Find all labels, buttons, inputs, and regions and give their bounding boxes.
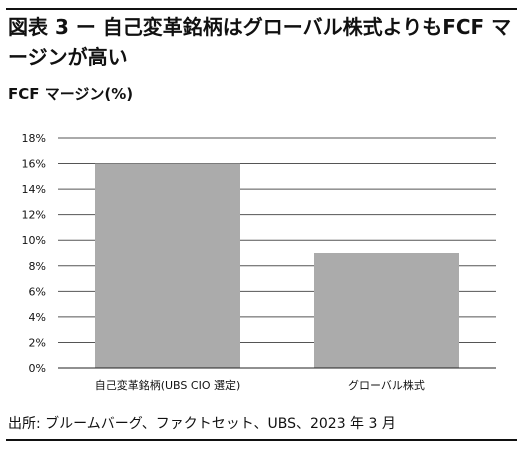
- source-rule: [6, 439, 517, 441]
- x-tick-label: グローバル株式: [348, 378, 425, 392]
- y-tick-label: 8%: [29, 260, 46, 273]
- y-tick-label: 16%: [22, 158, 46, 171]
- y-tick-label: 18%: [22, 132, 46, 145]
- bar: [314, 253, 459, 368]
- title-rule: [6, 8, 517, 10]
- y-tick-label: 2%: [29, 336, 46, 349]
- y-tick-label: 12%: [22, 209, 46, 222]
- y-tick-label: 10%: [22, 234, 46, 247]
- source-note: 出所: ブルームバーグ、ファクトセット、UBS、2023 年 3 月: [8, 416, 396, 432]
- y-axis-label: FCF マージン(%): [8, 85, 134, 103]
- y-tick-label: 6%: [29, 285, 46, 298]
- y-tick-label: 0%: [29, 362, 46, 375]
- y-tick-label: 4%: [29, 311, 46, 324]
- x-tick-label: 自己変革銘柄(UBS CIO 選定): [95, 378, 241, 392]
- chart-title: 図表 3 ー 自己変革銘柄はグローバル株式よりもFCF マージンが高い: [8, 15, 512, 69]
- bar: [95, 163, 240, 368]
- y-tick-label: 14%: [22, 183, 46, 196]
